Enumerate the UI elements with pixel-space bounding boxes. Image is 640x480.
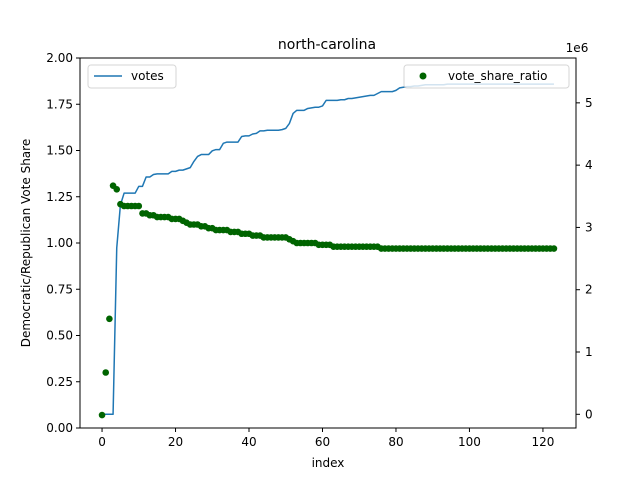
y-tick-label: 0.25	[46, 375, 73, 389]
bottom-axis-ticks: 0 20 40 60 80 100 120	[98, 428, 554, 449]
y-right-tick-label: 2	[585, 283, 593, 297]
vote-share-ratio-point	[98, 411, 106, 419]
legend-votes-label: votes	[131, 69, 164, 83]
y-right-tick-label: 5	[585, 96, 593, 110]
y-right-tick-label: 4	[585, 158, 593, 172]
series-layer	[98, 83, 558, 419]
y-tick-label: 2.00	[46, 51, 73, 65]
legend-vote-share-ratio-label: vote_share_ratio	[448, 69, 547, 83]
y-right-tick-label: 3	[585, 220, 593, 234]
left-axis-ticks: 0.00 0.25 0.50 0.75 1.00 1.25 1.50 1.75 2.00	[46, 51, 80, 435]
y-tick-label: 0.75	[46, 282, 73, 296]
legend-left-box	[87, 64, 177, 89]
chart-title: north-carolina	[278, 37, 376, 53]
legend-right-box	[403, 64, 570, 89]
vote-share-ratio-point	[135, 202, 143, 210]
y-right-tick-label: 1	[585, 345, 593, 359]
vote-share-ratio-point	[113, 186, 121, 193]
y-tick-label: 1.75	[46, 97, 73, 111]
y-tick-label: 1.00	[46, 236, 73, 250]
x-axis-label: index	[312, 456, 345, 470]
x-tick-label: 80	[388, 435, 403, 449]
vote-share-ratio-point	[550, 245, 558, 252]
y-tick-label: 0.50	[46, 329, 73, 343]
x-tick-label: 100	[458, 435, 481, 449]
x-tick-label: 120	[531, 435, 554, 449]
y-tick-label: 1.50	[46, 144, 73, 158]
right-axis-ticks: 0 1 2 3 4 5	[576, 96, 593, 421]
y-tick-label: 0.00	[46, 421, 73, 435]
y-axis-label: Democratic/Republican Vote Share	[19, 139, 33, 347]
x-tick-label: 60	[315, 435, 330, 449]
legend-vote-share-ratio-marker-swatch	[419, 72, 427, 80]
x-tick-label: 20	[168, 435, 183, 449]
x-tick-label: 0	[98, 435, 106, 449]
y-right-tick-label: 0	[585, 407, 593, 421]
legend-right: vote_share_ratio	[403, 64, 570, 89]
vote-share-ratio-point	[106, 315, 113, 323]
legend-left: votes	[87, 64, 177, 89]
vote-share-ratio-point	[102, 369, 110, 376]
y-tick-label: 1.25	[46, 190, 73, 204]
right-axis-offset-label: 1e6	[566, 41, 589, 55]
x-tick-label: 40	[241, 435, 256, 449]
